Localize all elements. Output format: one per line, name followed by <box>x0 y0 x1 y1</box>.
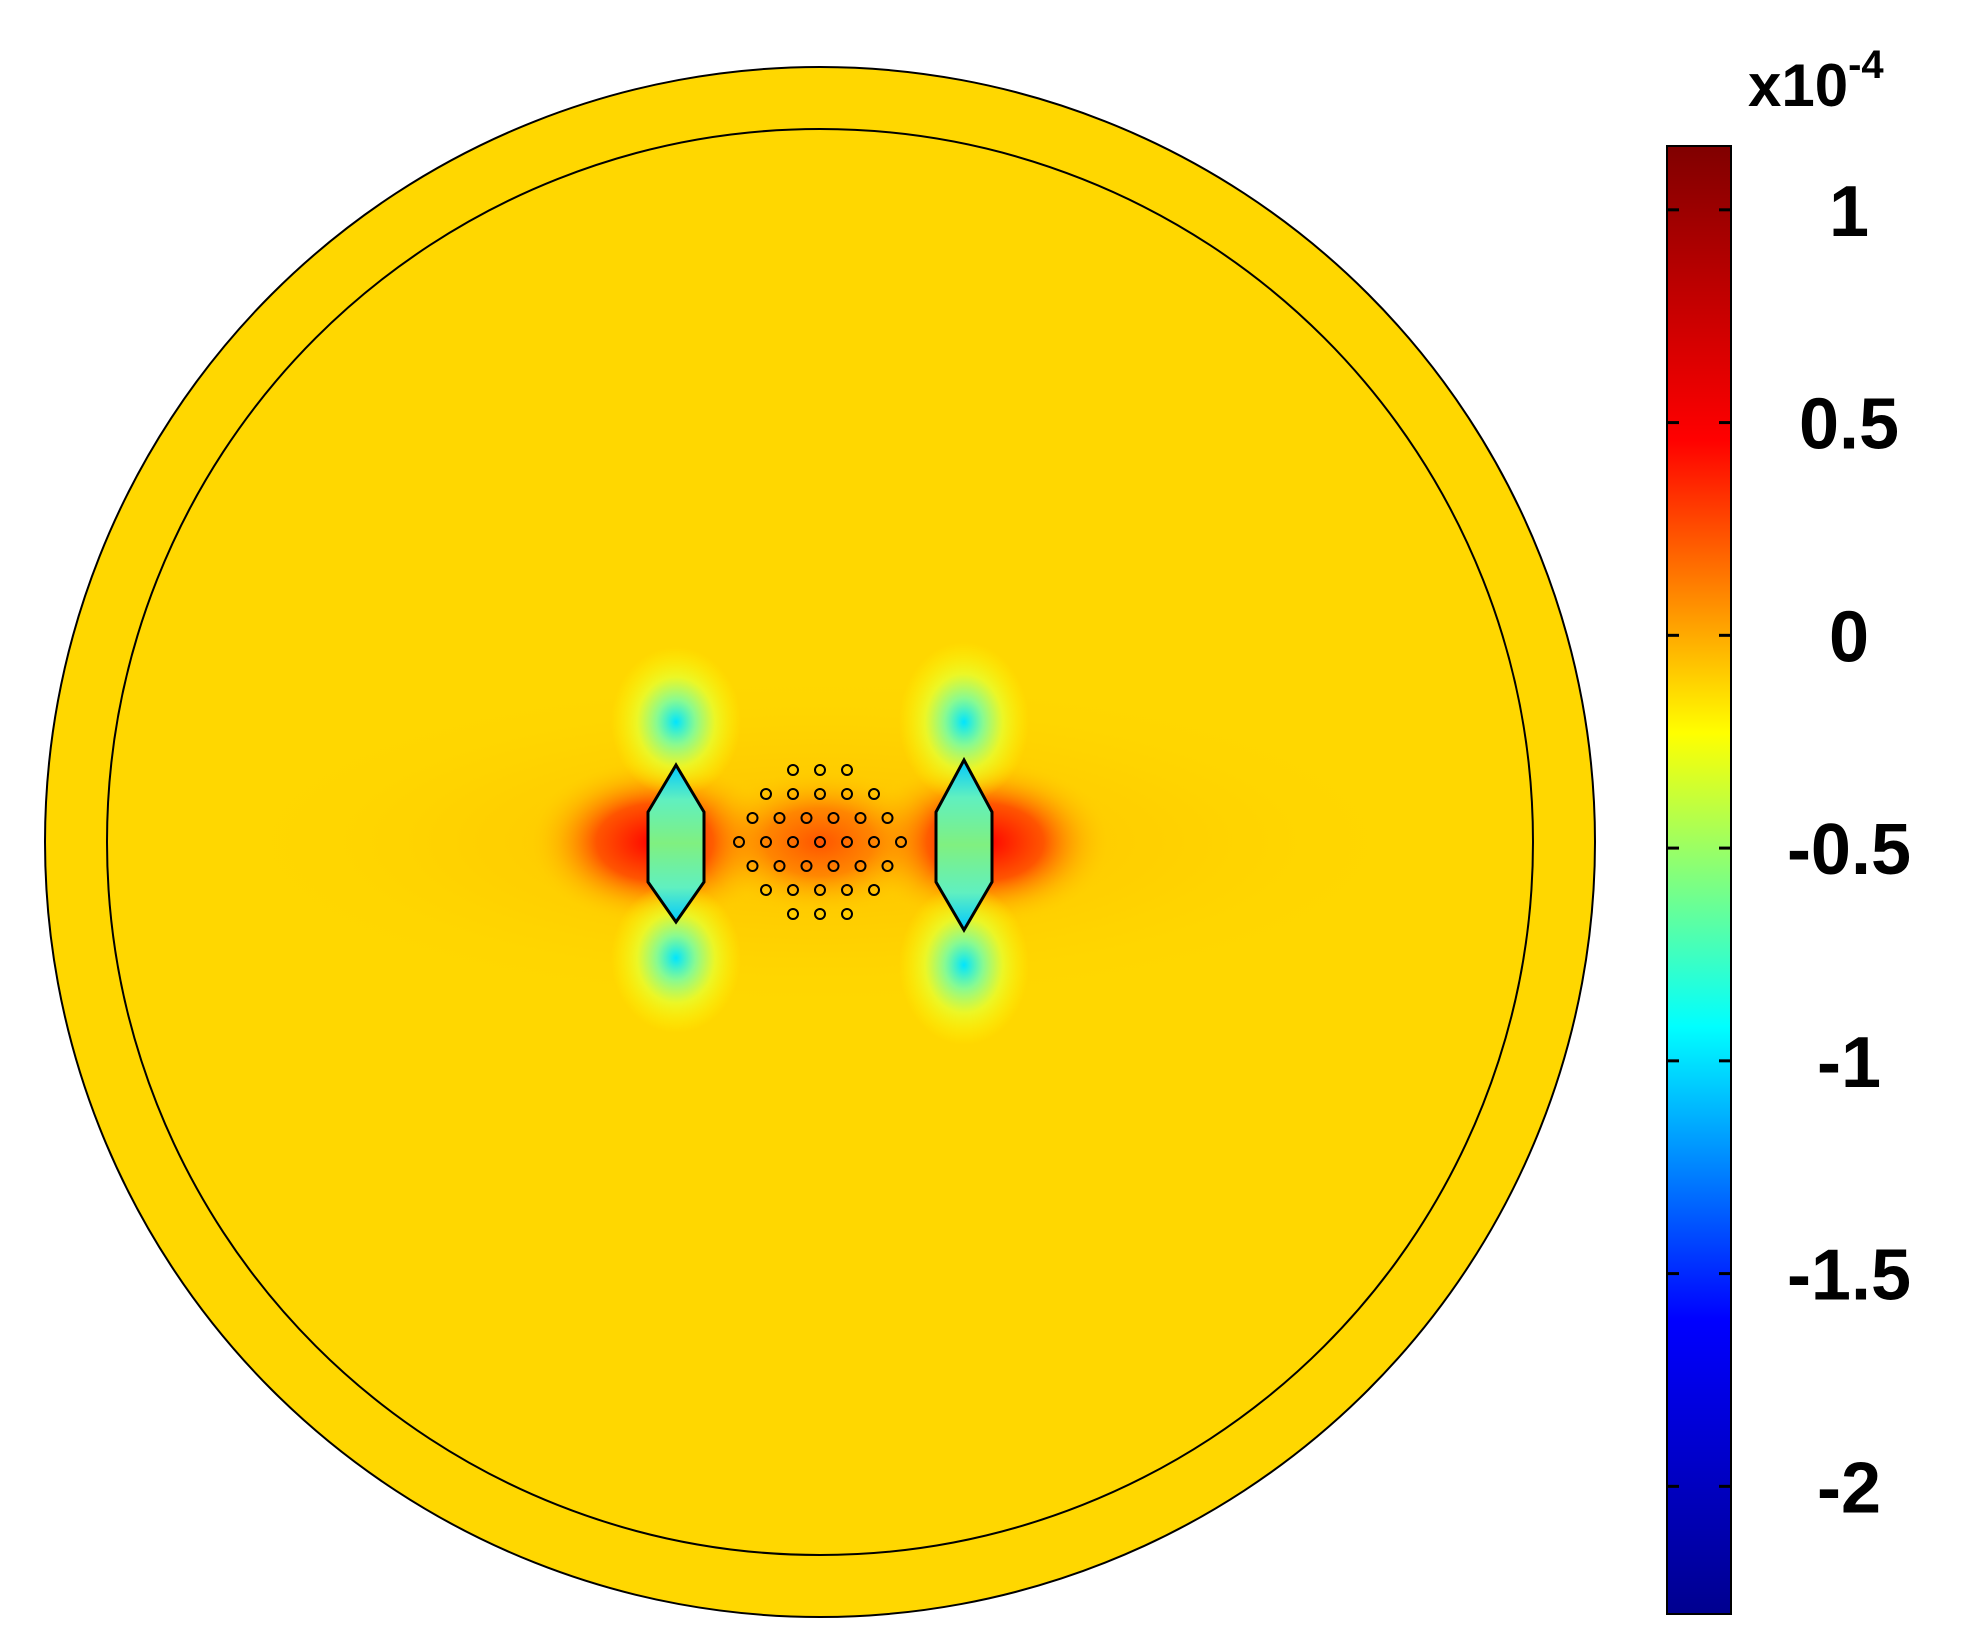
colorbar-tick-label: 0.5 <box>1799 385 1899 465</box>
air-hole <box>733 836 745 848</box>
cool-lobe-left-top <box>611 647 741 797</box>
air-hole <box>746 860 759 872</box>
air-hole <box>881 812 894 824</box>
cool-lobe-left-bottom <box>611 883 741 1033</box>
air-hole <box>868 884 880 896</box>
colorbar-tick-label: 0 <box>1829 597 1869 677</box>
air-hole <box>787 908 799 920</box>
air-hole <box>773 860 786 872</box>
colorbar-multiplier-base: x10 <box>1748 52 1848 119</box>
air-hole <box>787 836 799 848</box>
colorbar-tick-label: -2 <box>1817 1448 1881 1528</box>
air-hole <box>814 836 826 848</box>
air-hole <box>814 884 826 896</box>
colorbar-tick-label: -1.5 <box>1787 1236 1911 1316</box>
air-hole <box>787 884 799 896</box>
air-hole <box>814 908 826 920</box>
colorbar-multiplier: x10-4 <box>1748 43 1884 119</box>
air-hole <box>760 884 772 896</box>
cool-lobe-right-top <box>899 642 1029 802</box>
air-hole <box>881 860 894 872</box>
stress-rod-right <box>934 756 994 933</box>
air-hole-lattice <box>733 764 907 920</box>
air-hole <box>773 812 786 824</box>
air-hole <box>827 860 840 872</box>
air-hole <box>787 764 799 776</box>
air-hole <box>854 860 867 872</box>
air-hole <box>841 764 853 776</box>
air-hole <box>800 860 813 872</box>
colorbar-multiplier-exponent: -4 <box>1848 43 1884 87</box>
air-hole <box>760 836 772 848</box>
air-hole <box>827 812 840 824</box>
field-overlays <box>220 642 1420 1045</box>
cool-lobe-right-bottom <box>899 885 1029 1045</box>
air-hole <box>814 788 826 800</box>
stress-rod-left <box>646 762 706 925</box>
fiber-cross-section <box>44 66 1596 1618</box>
air-hole <box>800 812 813 824</box>
colorbar: 1 0.5 0 -0.5 -1 -1.5 -2 x10-4 <box>1666 43 1911 1615</box>
air-hole <box>868 788 880 800</box>
colorbar-tick-label: 1 <box>1829 172 1869 252</box>
colorbar-gradient <box>1666 145 1732 1615</box>
air-hole <box>814 764 826 776</box>
air-hole <box>854 812 867 824</box>
air-hole <box>841 908 853 920</box>
colorbar-tick-label: -0.5 <box>1787 810 1911 890</box>
air-hole <box>868 836 880 848</box>
air-hole <box>746 812 759 824</box>
air-hole <box>760 788 772 800</box>
colorbar-ticks: 1 0.5 0 -0.5 -1 -1.5 -2 <box>1667 172 1911 1528</box>
air-hole <box>841 884 853 896</box>
hotspot-center <box>700 767 940 917</box>
air-hole <box>841 836 853 848</box>
colorbar-tick-label: -1 <box>1817 1023 1881 1103</box>
air-hole <box>787 788 799 800</box>
air-hole <box>895 836 907 848</box>
air-hole <box>841 788 853 800</box>
inner-cladding-boundary <box>106 128 1534 1556</box>
